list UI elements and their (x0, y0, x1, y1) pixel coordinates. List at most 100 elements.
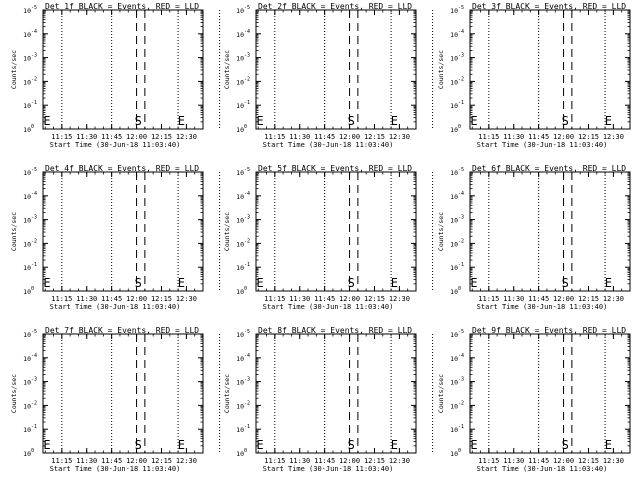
event-marker-label: E (43, 276, 50, 290)
y-tick-exponent: -4 (31, 191, 37, 197)
y-axis-label: Counts/sec (437, 212, 445, 251)
x-tick-label: 11:45 (528, 295, 549, 303)
x-tick-label: 11:30 (503, 133, 524, 141)
y-tick-label: 10 (236, 450, 244, 458)
x-tick-label: 11:45 (101, 457, 122, 465)
y-tick-label: 10 (236, 288, 244, 296)
y-tick-exponent: -1 (244, 100, 250, 106)
y-tick-label: 10 (23, 102, 31, 110)
y-tick-label: 10 (236, 169, 244, 177)
event-marker-label: E (470, 438, 477, 452)
event-marker-label: S (348, 438, 355, 452)
y-tick-label: 10 (236, 31, 244, 39)
y-tick-label: 10 (236, 78, 244, 86)
y-tick-label: 10 (23, 240, 31, 248)
y-tick-exponent: -3 (244, 215, 250, 221)
x-axis-label: Start Time (30-Jun-18 11:03:40) (477, 303, 608, 311)
y-tick-label: 10 (23, 402, 31, 410)
y-axis-label: Counts/sec (223, 50, 231, 89)
y-tick-label: 10 (450, 379, 458, 387)
chart-title: Det 6f BLACK = Events, RED = LLD (472, 164, 626, 173)
y-tick-label: 10 (450, 31, 458, 39)
y-tick-exponent: 0 (31, 448, 34, 454)
x-tick-label: 12:15 (578, 295, 599, 303)
y-tick-label: 10 (236, 102, 244, 110)
event-marker-label: E (470, 276, 477, 290)
x-tick-label: 11:30 (289, 457, 310, 465)
x-tick-label: 12:30 (603, 295, 624, 303)
y-tick-exponent: 0 (31, 286, 34, 292)
x-axis-label: Start Time (30-Jun-18 11:03:40) (477, 141, 608, 149)
plot-frame (42, 171, 204, 292)
x-tick-label: 12:30 (389, 295, 410, 303)
y-tick-exponent: -2 (458, 400, 464, 406)
y-tick-exponent: -5 (458, 329, 464, 335)
x-tick-label: 11:45 (101, 133, 122, 141)
event-marker-label: S (135, 438, 142, 452)
y-tick-exponent: 0 (31, 124, 34, 130)
x-tick-label: 11:30 (76, 133, 97, 141)
y-tick-label: 10 (23, 78, 31, 86)
x-axis-label: Start Time (30-Jun-18 11:03:40) (50, 465, 181, 473)
y-tick-label: 10 (236, 193, 244, 201)
y-tick-label: 10 (236, 426, 244, 434)
x-tick-label: 12:15 (578, 133, 599, 141)
chart-title: Det 8f BLACK = Events, RED = LLD (258, 326, 412, 335)
x-tick-label: 11:30 (289, 295, 310, 303)
x-tick-label: 12:15 (151, 295, 172, 303)
x-axis-label: Start Time (30-Jun-18 11:03:40) (263, 303, 394, 311)
x-tick-label: 11:45 (314, 133, 335, 141)
y-tick-label: 10 (450, 78, 458, 86)
y-tick-exponent: -4 (458, 191, 464, 197)
y-tick-exponent: -2 (244, 238, 250, 244)
event-marker-label: E (43, 438, 50, 452)
y-tick-label: 10 (450, 55, 458, 63)
y-axis-label: Counts/sec (437, 374, 445, 413)
x-tick-label: 11:15 (51, 133, 72, 141)
x-tick-label: 11:45 (528, 457, 549, 465)
x-tick-label: 12:15 (151, 457, 172, 465)
plot-frame (42, 9, 204, 130)
event-marker-label: S (135, 276, 142, 290)
x-tick-label: 11:15 (264, 295, 285, 303)
event-marker-label: E (470, 114, 477, 128)
y-tick-label: 10 (236, 402, 244, 410)
y-tick-exponent: -2 (244, 400, 250, 406)
x-tick-label: 12:30 (176, 457, 197, 465)
x-tick-label: 12:00 (339, 295, 360, 303)
y-axis-label: Counts/sec (437, 50, 445, 89)
x-tick-label: 12:30 (389, 457, 410, 465)
y-tick-label: 10 (450, 193, 458, 201)
x-tick-label: 12:30 (603, 457, 624, 465)
x-tick-label: 12:00 (553, 295, 574, 303)
event-marker-label: S (348, 276, 355, 290)
y-tick-label: 10 (236, 331, 244, 339)
y-tick-label: 10 (236, 355, 244, 363)
chart-title: Det 1f BLACK = Events, RED = LLD (45, 2, 199, 11)
x-tick-label: 12:15 (364, 457, 385, 465)
y-tick-label: 10 (236, 264, 244, 272)
y-tick-exponent: -5 (244, 329, 250, 335)
y-tick-exponent: -5 (31, 167, 37, 173)
event-marker-label: E (43, 114, 50, 128)
y-tick-exponent: -3 (244, 53, 250, 59)
x-tick-label: 12:00 (126, 457, 147, 465)
y-tick-label: 10 (450, 355, 458, 363)
y-tick-exponent: -5 (458, 167, 464, 173)
y-axis-label: Counts/sec (10, 212, 18, 251)
y-axis-label: Counts/sec (223, 212, 231, 251)
y-tick-exponent: -2 (458, 76, 464, 82)
x-tick-label: 11:15 (478, 295, 499, 303)
plot-frame (255, 9, 417, 130)
y-tick-exponent: -5 (458, 5, 464, 11)
event-marker-label: E (178, 276, 185, 290)
y-tick-exponent: -2 (31, 76, 37, 82)
x-tick-label: 11:30 (503, 295, 524, 303)
y-tick-exponent: -2 (31, 400, 37, 406)
